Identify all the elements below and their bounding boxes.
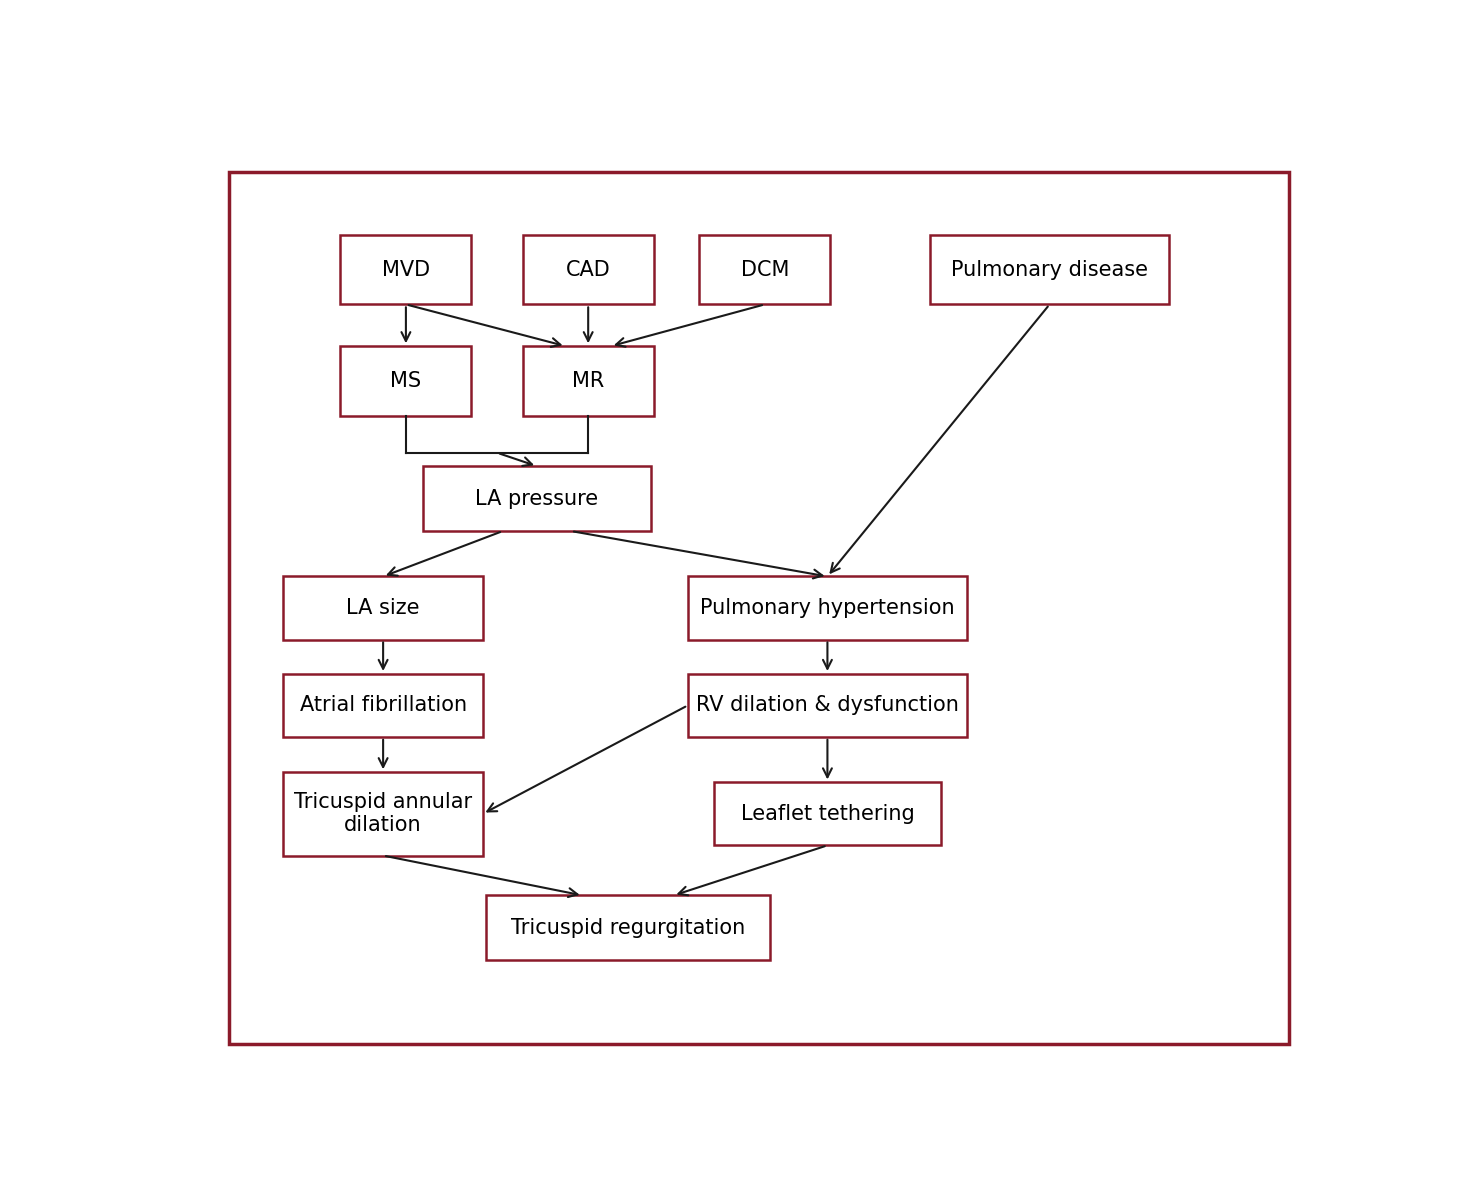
- Text: MR: MR: [572, 371, 604, 391]
- Bar: [523, 346, 654, 415]
- Text: RV dilation & dysfunction: RV dilation & dysfunction: [695, 696, 958, 715]
- Text: Tricuspid regurgitation: Tricuspid regurgitation: [512, 917, 745, 938]
- Bar: [713, 783, 941, 845]
- Bar: [700, 235, 831, 305]
- Bar: [523, 235, 654, 305]
- Text: DCM: DCM: [741, 260, 789, 279]
- Bar: [688, 577, 967, 639]
- Text: Pulmonary disease: Pulmonary disease: [951, 260, 1148, 279]
- Bar: [341, 346, 472, 415]
- Bar: [423, 466, 651, 531]
- Bar: [688, 674, 967, 737]
- Bar: [485, 896, 770, 961]
- Text: Pulmonary hypertension: Pulmonary hypertension: [700, 598, 954, 618]
- Text: LA pressure: LA pressure: [475, 489, 598, 508]
- Bar: [341, 235, 472, 305]
- Bar: [284, 577, 482, 639]
- Text: MVD: MVD: [382, 260, 429, 279]
- Text: MS: MS: [391, 371, 422, 391]
- Text: Leaflet tethering: Leaflet tethering: [741, 804, 914, 824]
- Text: Tricuspid annular
dilation: Tricuspid annular dilation: [294, 792, 472, 836]
- Text: Atrial fibrillation: Atrial fibrillation: [300, 696, 466, 715]
- Text: LA size: LA size: [347, 598, 420, 618]
- Bar: [284, 772, 482, 856]
- Bar: [284, 674, 482, 737]
- Bar: [931, 235, 1169, 305]
- Text: CAD: CAD: [566, 260, 610, 279]
